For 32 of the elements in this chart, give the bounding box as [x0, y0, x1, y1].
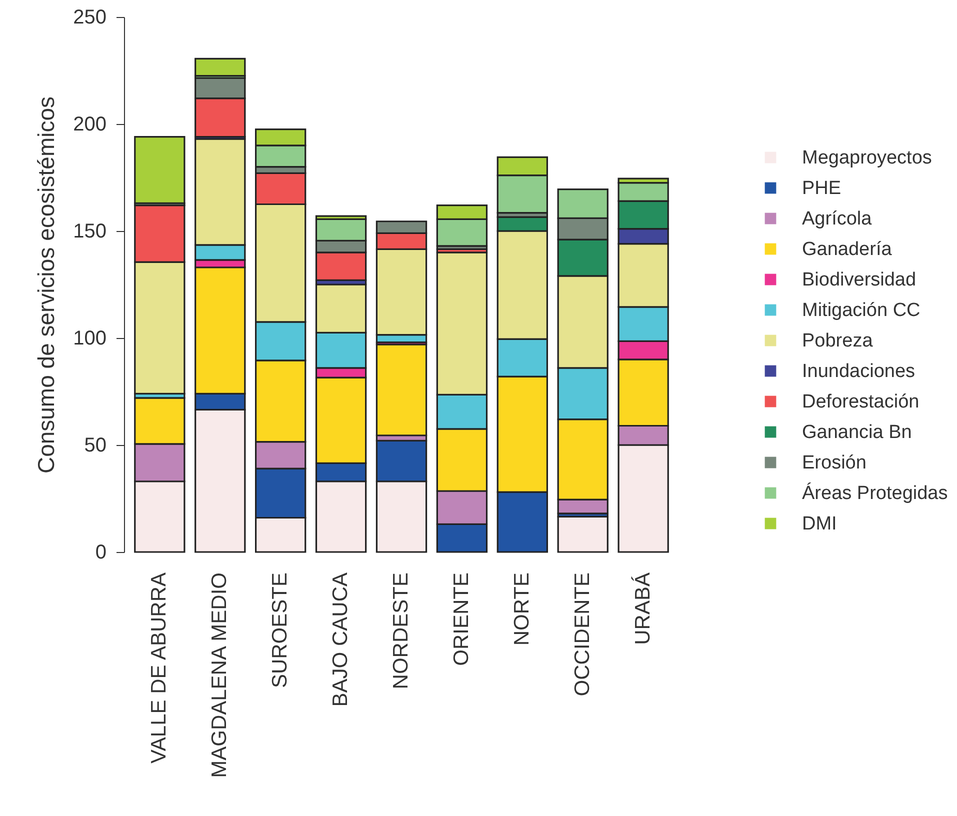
x-tick-label: OCCIDENTE [570, 572, 594, 696]
legend-label: Ganancia Bn [802, 422, 912, 443]
legend-label: Áreas Protegidas [802, 482, 948, 504]
x-tick-label: SUROESTE [268, 572, 292, 688]
y-tick-label: 250 [73, 6, 106, 28]
legend-label: Pobreza [802, 330, 874, 352]
x-tick-label: NORDESTE [390, 572, 412, 690]
bar [134, 136, 186, 204]
legend-label: Mitigación CC [802, 300, 920, 321]
x-tick-label: ORIENTE [450, 572, 473, 666]
bar [194, 58, 246, 77]
legend-label: DMI [802, 514, 837, 534]
y-tick-label: 150 [73, 220, 106, 242]
x-tick-label: URABÁ [630, 572, 654, 645]
y-tick-label: 0 [95, 542, 106, 564]
y-axis-title: Consumo de servicios ecosistémicos [33, 96, 60, 474]
x-tick-label: VALLE DE ABURRA [148, 572, 171, 764]
legend-label: Ganadería [802, 239, 892, 260]
legend-label: Megaproyectos [802, 148, 932, 168]
legend-label: Deforestación [802, 392, 920, 412]
x-tick-label: BAJO CAUCA [329, 572, 352, 707]
legend-label: Agrícola [802, 208, 872, 230]
x-tick-label: NORTE [510, 572, 534, 646]
x-tick-label: MAGDALENA MEDIO [208, 572, 232, 778]
legend-label: Inundaciones [802, 361, 916, 382]
legend-label: Erosión [802, 452, 866, 474]
y-tick-label: 50 [84, 434, 106, 456]
legend-label: Biodiversidad [802, 270, 916, 290]
y-tick-label: 200 [73, 114, 106, 136]
y-tick-label: 100 [73, 328, 106, 350]
bar [557, 516, 608, 553]
legend-label: PHE [802, 178, 842, 199]
